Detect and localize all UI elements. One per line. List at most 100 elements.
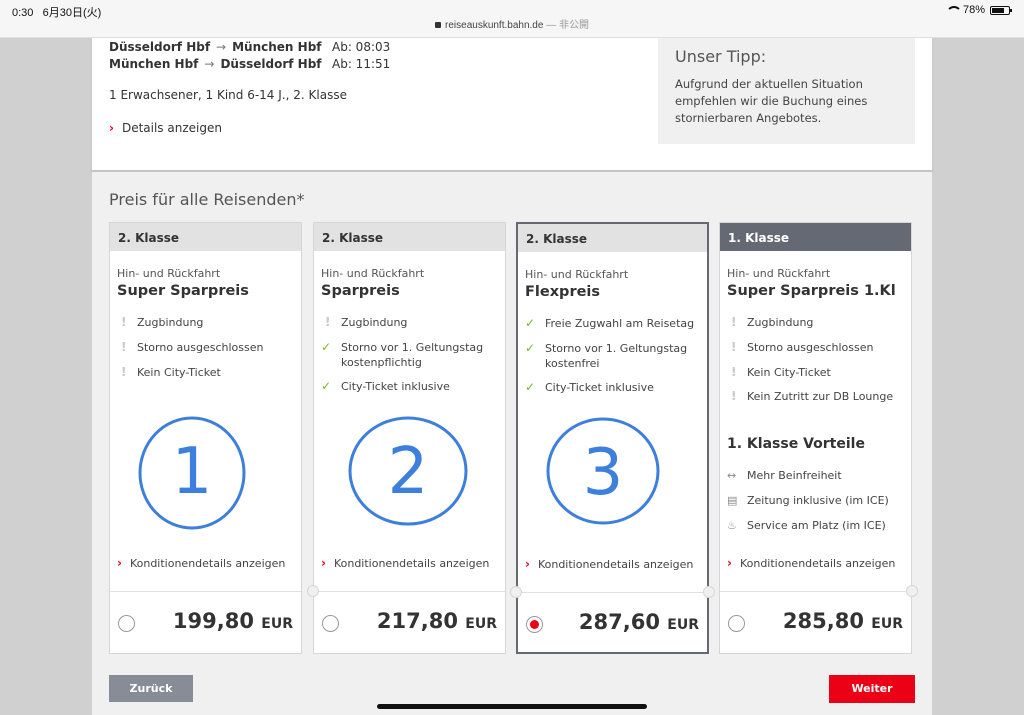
fare-price: 199,80 EUR: [173, 609, 293, 633]
fare-card-sparpreis[interactable]: 2. Klasse Hin- und Rückfahrt Sparpreis !…: [307, 222, 506, 654]
date: 6月30日(火): [42, 7, 102, 19]
chevron-right-icon: ›: [321, 556, 326, 570]
advantage-item: ↔ Mehr Beinfreiheit: [727, 468, 842, 483]
price-value: 285,80: [782, 609, 864, 633]
tip-text: Aufgrund der aktuellen Situation empfehl…: [675, 77, 868, 125]
annotation-number-1: 1: [138, 416, 246, 530]
url-text: reiseauskunft.bahn.de: [445, 20, 544, 31]
feature-item: ! Storno ausgeschlossen: [117, 340, 263, 355]
details-link-label: Details anzeigen: [121, 121, 222, 135]
annotation-text: 2: [388, 435, 429, 509]
price-value: 217,80: [376, 609, 458, 633]
card-notch: [307, 585, 319, 597]
outbound-route: Düsseldorf Hbf → München Hbf Ab: 08:03: [109, 40, 390, 54]
card-subtitle: Hin- und Rückfahrt: [525, 268, 629, 281]
feature-text: Storno ausgeschlossen: [137, 341, 264, 354]
feature-item: ! Zugbindung: [117, 315, 203, 330]
seat-service-icon: ♨: [727, 519, 737, 532]
card-divider: [314, 591, 505, 592]
price-currency: EUR: [871, 616, 903, 632]
conditions-link[interactable]: › Konditionendetails anzeigen: [117, 556, 285, 570]
next-button[interactable]: Weiter: [829, 675, 915, 703]
feature-item: ✓ City-Ticket inklusive: [525, 380, 654, 395]
card-subtitle: Hin- und Rückfahrt: [727, 267, 831, 280]
card-title: Super Sparpreis 1.Kl: [727, 283, 896, 299]
status-bar: 0:30 6月30日(火) reiseauskunft.bahn.de — 非公…: [0, 0, 1024, 38]
battery-icon: [990, 5, 1012, 15]
feature-item: ✓ Freie Zugwahl am Reisetag: [525, 316, 694, 331]
conditions-link[interactable]: › Konditionendetails anzeigen: [321, 556, 489, 570]
conditions-label: Konditionendetails anzeigen: [739, 557, 896, 570]
fare-radio[interactable]: [728, 615, 745, 632]
card-class-label: 2. Klasse: [110, 223, 301, 251]
fare-card-flexpreis[interactable]: 2. Klasse Hin- und Rückfahrt Flexpreis ✓…: [510, 222, 715, 654]
annotation-number-3: 3: [546, 417, 660, 525]
return-to: Düsseldorf Hbf: [220, 57, 322, 71]
card-class-label: 2. Klasse: [518, 224, 707, 252]
price-value: 287,60: [578, 610, 660, 634]
advantage-item: ▤ Zeitung inklusive (im ICE): [727, 493, 889, 508]
legroom-arrows-icon: ↔: [727, 469, 737, 482]
outbound-to: München Hbf: [232, 40, 322, 54]
fare-radio[interactable]: [118, 615, 135, 632]
fare-card-super-sparpreis-1kl[interactable]: 1. Klasse Hin- und Rückfahrt Super Sparp…: [719, 222, 918, 654]
exclamation-icon: !: [121, 315, 127, 329]
return-from: München Hbf: [109, 57, 199, 71]
price-currency: EUR: [261, 616, 293, 632]
price-currency: EUR: [465, 616, 497, 632]
address-bar[interactable]: reiseauskunft.bahn.de — 非公開: [0, 16, 1024, 31]
card-notch: [703, 586, 715, 598]
conditions-label: Konditionendetails anzeigen: [333, 557, 490, 570]
status-time: 0:30 6月30日(火): [12, 4, 101, 20]
conditions-link[interactable]: › Konditionendetails anzeigen: [727, 556, 895, 570]
tip-title: Unser Tipp:: [675, 47, 767, 66]
back-button[interactable]: Zurück: [109, 675, 193, 702]
price-value: 199,80: [172, 609, 254, 633]
exclamation-icon: !: [325, 315, 331, 329]
conditions-label: Konditionendetails anzeigen: [129, 557, 286, 570]
feature-item: ! Kein Zutritt zur DB Lounge: [727, 389, 893, 404]
feature-text: Zugbindung: [747, 316, 814, 329]
card-divider: [110, 591, 301, 592]
exclamation-icon: !: [731, 365, 737, 379]
chevron-right-icon: ›: [525, 557, 530, 571]
annotation-number-2: 2: [348, 416, 468, 526]
card-title: Super Sparpreis: [117, 283, 249, 299]
tip-box: Unser Tipp: Aufgrund der aktuellen Situa…: [658, 38, 915, 144]
check-icon: ✓: [525, 341, 536, 355]
chevron-right-icon: ›: [117, 556, 122, 570]
fare-card-super-sparpreis[interactable]: 2. Klasse Hin- und Rückfahrt Super Sparp…: [109, 222, 302, 654]
check-icon: ✓: [321, 340, 332, 354]
outbound-departure: Ab: 08:03: [332, 40, 391, 54]
check-icon: ✓: [525, 316, 536, 330]
annotation-text: 1: [172, 435, 213, 509]
fare-radio[interactable]: [322, 615, 339, 632]
exclamation-icon: !: [121, 365, 127, 379]
fare-radio-selected[interactable]: [526, 616, 543, 633]
feature-text: City-Ticket inklusive: [341, 380, 450, 393]
feature-text: Zugbindung: [341, 316, 408, 329]
chevron-right-icon: ›: [109, 121, 114, 135]
feature-item: ! Kein City-Ticket: [727, 365, 831, 380]
conditions-link[interactable]: › Konditionendetails anzeigen: [525, 557, 693, 571]
exclamation-icon: !: [121, 340, 127, 354]
conditions-label: Konditionendetails anzeigen: [537, 558, 694, 571]
feature-item: ! Storno ausgeschlossen: [727, 340, 873, 355]
feature-text: Kein Zutritt zur DB Lounge: [747, 390, 894, 403]
feature-text: Storno vor 1. Geltungstag kostenpflichti…: [341, 341, 484, 369]
status-right: 78%: [945, 4, 1012, 16]
details-link[interactable]: › Details anzeigen: [109, 121, 222, 135]
traveller-summary: 1 Erwachsener, 1 Kind 6-14 J., 2. Klasse: [109, 88, 347, 102]
price-section: Preis für alle Reisenden* 2. Klasse Hin-…: [92, 172, 932, 715]
home-indicator[interactable]: [377, 704, 647, 709]
card-divider: [720, 591, 911, 592]
feature-item: ! Zugbindung: [321, 315, 407, 330]
check-icon: ✓: [321, 379, 332, 393]
feature-text: Kein City-Ticket: [747, 366, 831, 379]
advantages-title: 1. Klasse Vorteile: [727, 436, 865, 452]
feature-item: ✓ Storno vor 1. Geltungstag kostenpflicht…: [321, 340, 491, 370]
exclamation-icon: !: [731, 340, 737, 354]
price-currency: EUR: [667, 617, 699, 633]
fare-price: 287,60 EUR: [579, 610, 699, 634]
fare-price: 285,80 EUR: [783, 609, 903, 633]
